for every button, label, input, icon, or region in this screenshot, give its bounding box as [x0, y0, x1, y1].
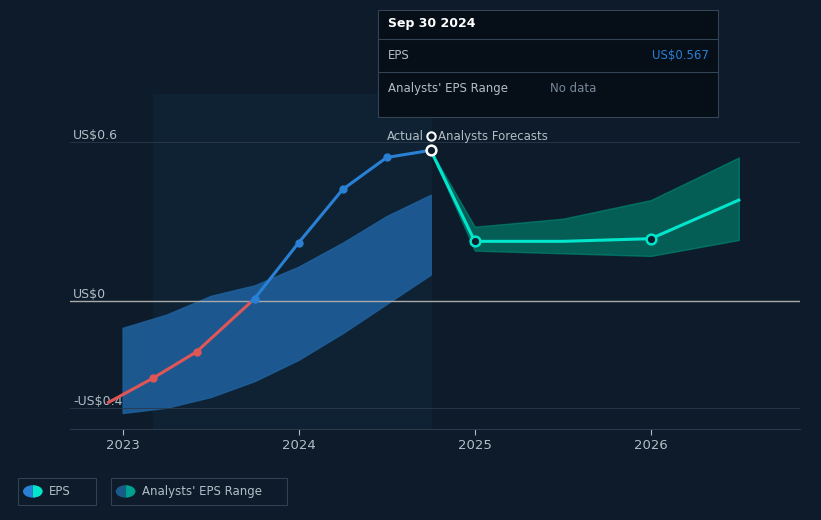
Text: US$0.6: US$0.6	[73, 128, 118, 141]
Text: No data: No data	[550, 83, 596, 96]
Text: EPS: EPS	[49, 485, 71, 498]
Text: US$0: US$0	[73, 288, 107, 301]
Text: Actual: Actual	[387, 129, 424, 142]
Text: Analysts' EPS Range: Analysts' EPS Range	[388, 83, 507, 96]
Text: -US$0.4: -US$0.4	[73, 395, 123, 408]
Text: US$0.567: US$0.567	[652, 49, 709, 62]
Bar	[153, 94, 431, 429]
Text: Analysts' EPS Range: Analysts' EPS Range	[142, 485, 262, 498]
Text: Sep 30 2024: Sep 30 2024	[388, 17, 475, 30]
Text: EPS: EPS	[388, 49, 409, 62]
Text: Analysts Forecasts: Analysts Forecasts	[438, 129, 548, 142]
